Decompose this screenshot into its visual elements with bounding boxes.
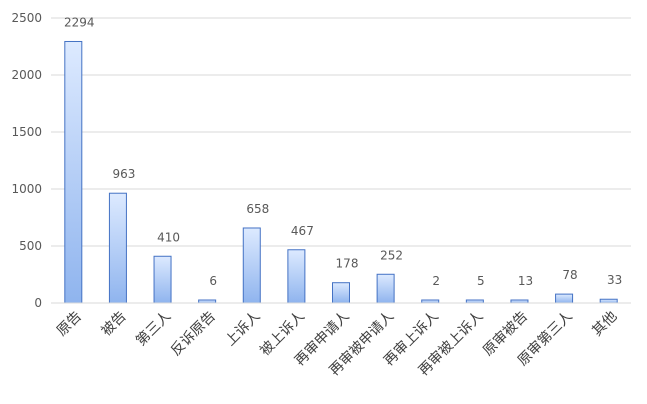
x-tick-label: 上诉人: [222, 308, 263, 349]
bar: [153, 255, 172, 304]
x-tick-label: 第三人: [132, 308, 174, 350]
data-label: 5: [477, 274, 485, 288]
y-tick-label: 0: [34, 296, 42, 310]
y-axis: 0 500 1000 1500 2000 2500: [11, 11, 42, 310]
data-label: 467: [291, 224, 314, 238]
data-label: 6: [209, 274, 217, 288]
bar: [64, 40, 83, 304]
data-label: 78: [562, 268, 577, 282]
x-tick-label: 原告: [54, 308, 85, 339]
x-tick-label: 反诉原告: [168, 308, 219, 359]
data-label: 33: [607, 273, 622, 287]
data-label: 2294: [64, 15, 95, 29]
bar: [599, 298, 618, 304]
data-label: 410: [157, 230, 180, 244]
y-tick-label: 1000: [11, 182, 42, 196]
bar: [242, 227, 261, 304]
bar: [108, 192, 127, 304]
bar: [332, 282, 350, 304]
bars: [64, 40, 618, 304]
data-label: 658: [246, 202, 269, 216]
bar: [287, 249, 306, 304]
y-tick-label: 500: [19, 239, 42, 253]
data-label: 2: [432, 274, 440, 288]
data-label: 13: [518, 274, 533, 288]
y-tick-label: 2000: [11, 68, 42, 82]
x-tick-label: 其他: [589, 308, 620, 339]
data-labels: 2294 963 410 6 658 467 178 252 2 5 13 78 33: [64, 15, 622, 288]
bar: [555, 293, 574, 304]
data-label: 252: [380, 248, 403, 262]
bar: [376, 273, 395, 304]
x-tick-label: 被告: [98, 308, 129, 339]
data-label: 178: [336, 257, 359, 271]
data-label: 963: [112, 167, 135, 181]
y-tick-label: 2500: [11, 11, 42, 25]
y-tick-label: 1500: [11, 125, 42, 139]
